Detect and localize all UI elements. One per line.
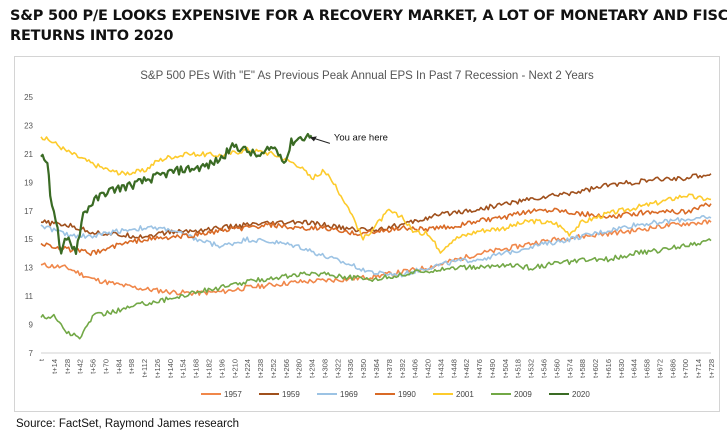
x-tick-label: t+700 — [681, 359, 690, 378]
x-tick-label: t+266 — [282, 359, 291, 378]
x-tick-label: t+532 — [527, 359, 536, 378]
series-line-1969 — [40, 215, 712, 278]
chart-legend: 1957 1959 1969 1990 2001 2009 2020 — [201, 390, 590, 399]
annotation-label: You are here — [334, 132, 388, 143]
y-tick-label: 9 — [29, 321, 34, 330]
x-tick-label: t+560 — [552, 359, 561, 378]
x-tick-label: t+392 — [398, 359, 407, 378]
legend-label-1969: 1969 — [340, 390, 358, 399]
legend-label-1959: 1959 — [282, 390, 300, 399]
x-tick-label: t+308 — [320, 359, 329, 378]
y-tick-label: 19 — [24, 178, 33, 187]
annotation-layer: You are here — [309, 132, 388, 144]
x-tick-label: t+616 — [604, 359, 613, 378]
x-tick-label: t+574 — [565, 359, 574, 378]
x-tick-label: t+238 — [256, 359, 265, 378]
x-tick-label: t+322 — [333, 359, 342, 378]
legend-label-1990: 1990 — [398, 390, 416, 399]
x-tick-label: t+84 — [114, 359, 123, 374]
x-tick-label: t+490 — [488, 359, 497, 378]
y-tick-label: 25 — [24, 93, 33, 102]
x-tick-label: t+420 — [424, 359, 433, 378]
y-axis: 7 9 11 13 15 17 19 21 23 25 — [24, 93, 33, 358]
x-tick-label: t+28 — [63, 359, 72, 374]
x-tick-label: t+546 — [540, 359, 549, 378]
legend-label-1957: 1957 — [224, 390, 242, 399]
y-tick-label: 17 — [24, 207, 33, 216]
x-tick-label: t+504 — [501, 359, 510, 378]
legend-label-2009: 2009 — [514, 390, 532, 399]
y-tick-label: 13 — [24, 264, 33, 273]
x-tick-label: t+196 — [217, 359, 226, 378]
x-axis: t t+14 t+28 t+42 t+56 t+70 t+84 t+98 t+112 t+126 t… — [37, 352, 716, 378]
x-tick-label: t+336 — [346, 359, 355, 378]
y-tick-label: 15 — [24, 235, 33, 244]
series-line-2009 — [40, 238, 712, 340]
x-tick-label: t+168 — [192, 359, 201, 378]
headline-line-1: S&P 500 P/E LOOKS EXPENSIVE FOR A RECOVE… — [10, 8, 727, 24]
x-tick-label: t+14 — [50, 359, 59, 374]
series-line-2001 — [40, 136, 712, 254]
x-tick-label: t+686 — [668, 359, 677, 378]
x-tick-label: t+406 — [411, 359, 420, 378]
x-tick-label: t+210 — [230, 359, 239, 378]
x-tick-label: t+518 — [514, 359, 523, 378]
x-tick-label: t+448 — [449, 359, 458, 378]
chart-container: S&P 500 PEs With "E" As Previous Peak An… — [14, 56, 720, 412]
x-tick-label: t+112 — [140, 359, 149, 377]
x-tick-label: t+98 — [127, 359, 136, 374]
x-tick-label: t+714 — [694, 359, 703, 378]
page-headline: S&P 500 P/E LOOKS EXPENSIVE FOR A RECOVE… — [10, 6, 727, 46]
series-layer — [40, 132, 712, 340]
source-note: Source: FactSet, Raymond James research — [16, 418, 240, 430]
y-tick-label: 7 — [29, 349, 34, 358]
series-line-2020 — [40, 132, 313, 255]
legend-label-2001: 2001 — [456, 390, 474, 399]
x-tick-label: t+602 — [591, 359, 600, 378]
x-tick-label: t+182 — [205, 359, 214, 378]
x-tick-label: t+434 — [436, 359, 445, 378]
x-tick-label: t+378 — [385, 359, 394, 378]
x-tick-label: t+462 — [462, 359, 471, 378]
x-tick-label: t+252 — [269, 359, 278, 378]
x-tick-label: t+476 — [475, 359, 484, 378]
pe-line-chart: S&P 500 PEs With "E" As Previous Peak An… — [24, 70, 716, 399]
x-tick-label: t — [37, 358, 46, 361]
x-tick-label: t+294 — [308, 359, 317, 378]
x-tick-label: t+658 — [643, 359, 652, 378]
series-line-1959 — [40, 173, 712, 239]
x-tick-label: t+70 — [101, 359, 110, 374]
x-tick-label: t+364 — [372, 359, 381, 378]
x-tick-label: t+350 — [359, 359, 368, 378]
annotation-arrow-head — [309, 136, 317, 142]
legend-label-2020: 2020 — [572, 390, 590, 399]
x-tick-label: t+126 — [153, 359, 162, 378]
y-tick-label: 11 — [25, 292, 34, 301]
x-tick-label: t+588 — [578, 359, 587, 378]
x-tick-label: t+644 — [630, 359, 639, 378]
x-tick-label: t+154 — [179, 359, 188, 378]
y-tick-label: 23 — [24, 121, 33, 130]
headline-line-2: RETURNS INTO 2020 — [10, 28, 174, 44]
x-tick-label: t+728 — [707, 359, 716, 378]
y-tick-label: 21 — [24, 150, 33, 159]
x-tick-label: t+42 — [76, 359, 85, 374]
chart-title: S&P 500 PEs With "E" As Previous Peak An… — [140, 70, 594, 82]
x-tick-label: t+630 — [617, 359, 626, 378]
x-tick-label: t+140 — [166, 359, 175, 378]
x-tick-label: t+224 — [243, 359, 252, 378]
x-tick-label: t+672 — [655, 359, 664, 378]
x-tick-label: t+280 — [295, 359, 304, 378]
x-tick-label: t+56 — [89, 359, 98, 374]
